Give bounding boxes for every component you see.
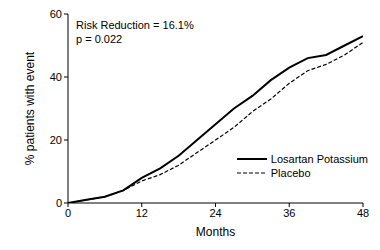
html-text:Risk Reduction = 16.1%: Risk Reduction = 16.1%	[76, 19, 194, 31]
html-text:Placebo: Placebo	[270, 167, 311, 179]
svg-text:0: 0	[56, 197, 62, 209]
svg-text:20: 20	[50, 134, 62, 146]
svg-text:40: 40	[50, 71, 62, 83]
svg-text:36: 36	[283, 207, 295, 219]
svg-text:12: 12	[136, 207, 148, 219]
html-text:p = 0.022: p = 0.022	[76, 33, 123, 45]
svg-text:Months: Months	[196, 225, 235, 239]
svg-text:0: 0	[65, 207, 71, 219]
svg-text:% patients with event: % patients with event	[23, 51, 37, 165]
svg-text:24: 24	[209, 207, 221, 219]
html-text:Losartan Potassium: Losartan Potassium	[270, 153, 368, 165]
svg-text:48: 48	[357, 207, 369, 219]
svg-text:60: 60	[50, 8, 62, 20]
